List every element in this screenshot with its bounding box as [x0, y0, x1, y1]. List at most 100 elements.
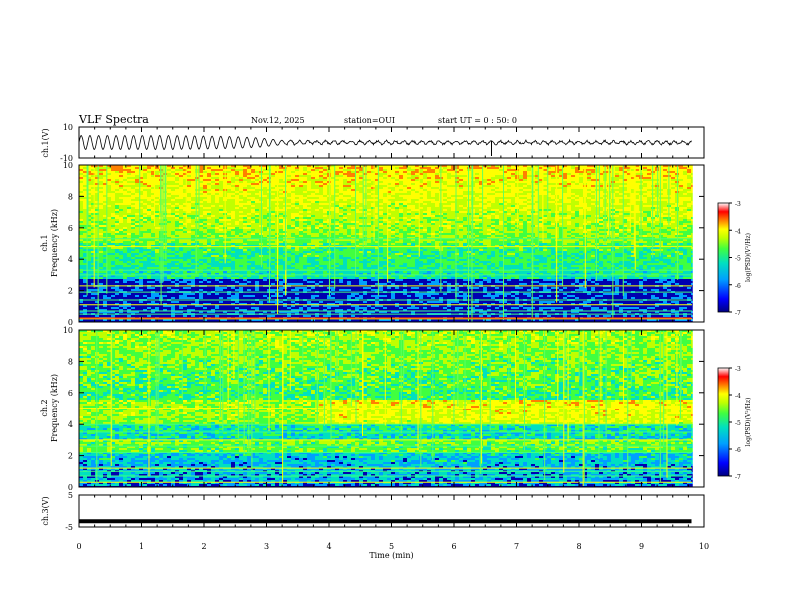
spectrogram-cell [171, 169, 175, 171]
spectrogram-cell [215, 199, 219, 201]
spectrogram-cell [167, 201, 171, 203]
spectrogram-cell [143, 225, 147, 227]
spectrogram-cell [287, 187, 291, 189]
spectrogram-cell [319, 197, 323, 199]
spectrogram-cell [579, 213, 583, 215]
spectrogram-cell [79, 193, 83, 195]
spectrogram-cell [131, 173, 135, 175]
spectrogram-cell [291, 187, 295, 189]
spectrogram-cell [155, 175, 159, 177]
spectrogram-cell [167, 223, 171, 225]
spectrogram-cell [447, 193, 451, 195]
spectrogram-cell [551, 197, 555, 199]
spectrogram-cell [187, 223, 191, 225]
spectrogram-cell [515, 209, 519, 211]
spectrogram-cell [519, 199, 523, 201]
spectrogram-cell [119, 213, 123, 215]
spectrogram-cell [519, 227, 523, 229]
spectrogram-cell [575, 227, 579, 229]
spectrogram-cell [187, 197, 191, 199]
spectrogram-cell [451, 219, 455, 221]
spectrogram-cell [343, 223, 347, 225]
spectrogram-cell [683, 171, 687, 173]
spectrogram-cell [647, 179, 651, 181]
spectrogram-cell [235, 171, 239, 173]
spectrogram-cell [303, 203, 307, 205]
spectrogram-cell [459, 193, 463, 195]
spectrogram-cell [191, 219, 195, 221]
spectrogram-cell [447, 183, 451, 185]
spectrogram-cell [391, 185, 395, 187]
spectrogram-cell [135, 189, 139, 191]
spectrogram-cell [659, 173, 663, 175]
spectrogram-cell [319, 179, 323, 181]
spectrogram-cell [243, 167, 247, 169]
spectrogram-cell [671, 215, 675, 217]
spectrogram-cell [283, 195, 287, 197]
spectrogram-cell [303, 173, 307, 175]
spectrogram-cell [519, 179, 523, 181]
spectrogram-cell [663, 203, 667, 205]
spectrogram-cell [255, 197, 259, 199]
spectrogram-cell [219, 173, 223, 175]
spectrogram-cell [343, 171, 347, 173]
spectrogram-cell [511, 201, 515, 203]
spectrogram-cell [383, 169, 387, 171]
spectrogram-cell [247, 183, 251, 185]
spectrogram-cell [587, 223, 591, 225]
spectrogram-cell [435, 219, 439, 221]
spectrogram-cell [567, 195, 571, 197]
spectrogram-cell [499, 203, 503, 205]
spectrogram-cell [655, 217, 659, 219]
spectrogram-cell [463, 173, 467, 175]
spectrogram-cell [339, 199, 343, 201]
spectrogram-cell [215, 197, 219, 199]
spectrogram-cell [367, 225, 371, 227]
spectrogram-cell [475, 177, 479, 179]
spectrogram-cell [115, 205, 119, 207]
spectrogram-cell [107, 183, 111, 185]
spectrogram-cell [167, 189, 171, 191]
spectrogram-cell [643, 221, 647, 223]
spectrogram-cell [543, 167, 547, 169]
spectrogram-cell [135, 173, 139, 175]
spectrogram-cell [647, 193, 651, 195]
spectrogram-cell [487, 191, 491, 193]
spectrogram-cell [415, 199, 419, 201]
spectrogram-cell [107, 221, 111, 223]
spectrogram-cell [135, 177, 139, 179]
spectrogram-cell [579, 171, 583, 173]
spectrogram-cell [175, 209, 179, 211]
spectrogram-cell [591, 187, 595, 189]
spectrogram-cell [595, 211, 599, 213]
spectrogram-cell [567, 177, 571, 179]
spectrogram-cell [187, 221, 191, 223]
spectrogram-cell [527, 175, 531, 177]
spectrogram-cell [411, 225, 415, 227]
spectrogram-cell [83, 199, 87, 201]
spectrogram-cell [663, 175, 667, 177]
spectrogram-cell [147, 201, 151, 203]
spectrogram-cell [663, 179, 667, 181]
spectrogram-cell [615, 189, 619, 191]
spectrogram-cell [351, 177, 355, 179]
spectrogram-cell [431, 171, 435, 173]
spectrogram-cell [587, 225, 591, 227]
spectrogram-cell [203, 183, 207, 185]
spectrogram-cell [127, 169, 131, 171]
spectrogram-cell [675, 199, 679, 201]
spectrogram-cell [659, 197, 663, 199]
spectrogram-cell [447, 175, 451, 177]
spectrogram-cell [491, 183, 495, 185]
spectrogram-cell [107, 187, 111, 189]
spectrogram-cell [435, 215, 439, 217]
spectrogram-cell [575, 185, 579, 187]
spectrogram-cell [207, 183, 211, 185]
spectrogram-cell [279, 191, 283, 193]
spectrogram-cell [235, 223, 239, 225]
spectrogram-cell [451, 223, 455, 225]
spectrogram-cell [391, 189, 395, 191]
spectrogram-cell [211, 181, 215, 183]
spectrogram-cell [323, 215, 327, 217]
spectrogram-cell [107, 179, 111, 181]
